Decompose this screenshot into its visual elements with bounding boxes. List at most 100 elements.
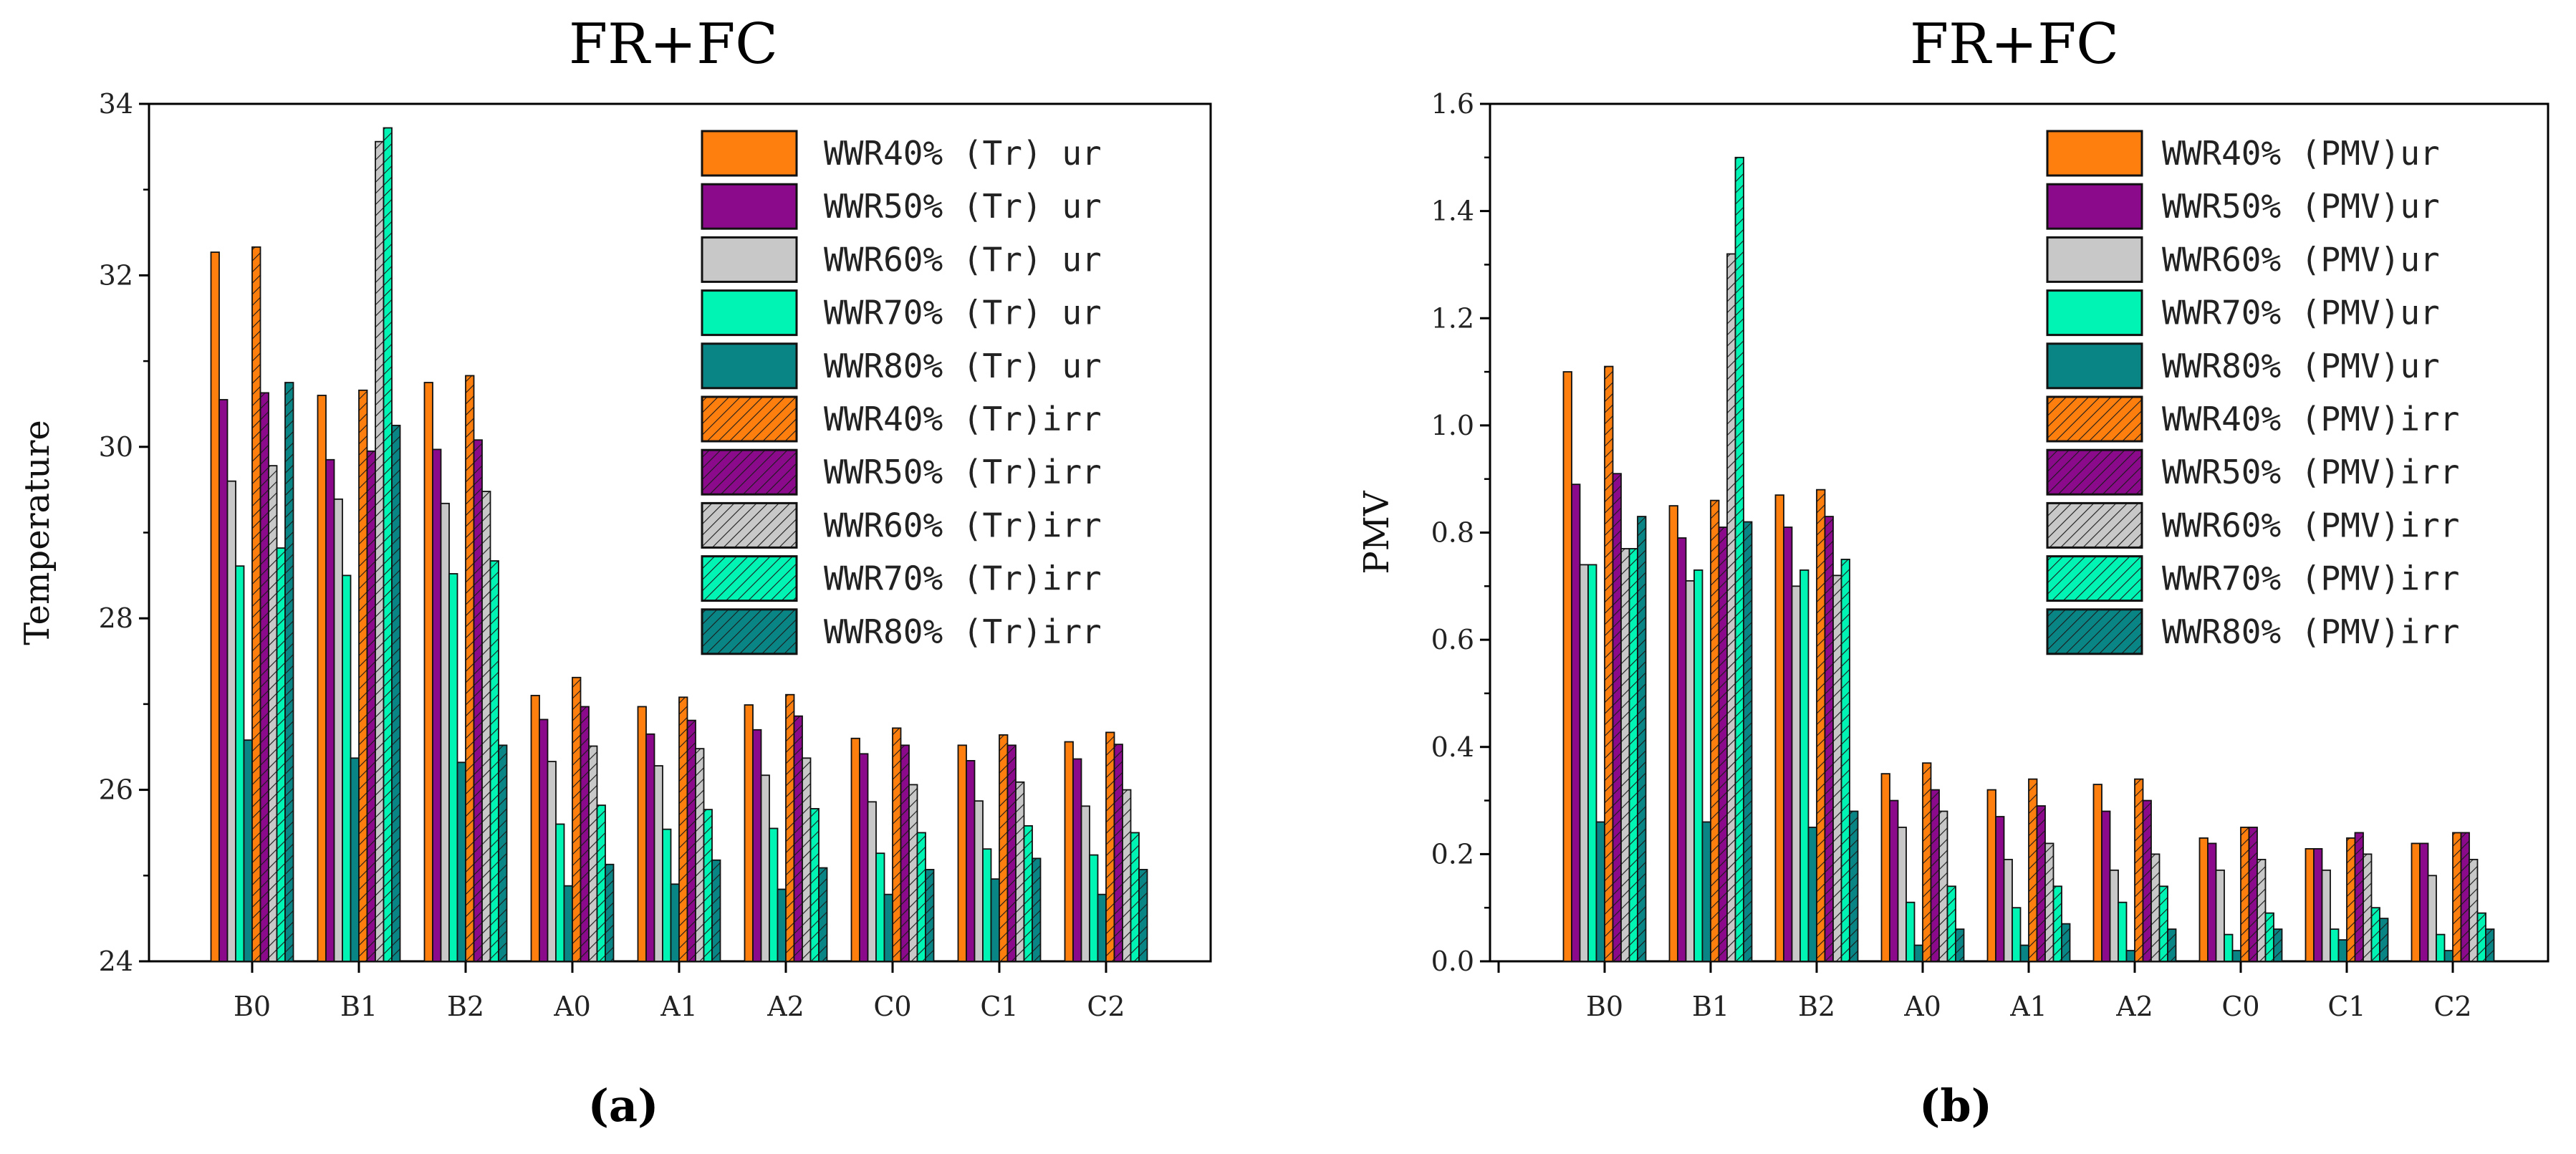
bar-A1-series-4 [670, 883, 680, 962]
bar-C1-series-4 [2337, 939, 2347, 962]
bar-A0-series-3 [555, 823, 565, 962]
y-tick-label: 28 [99, 602, 133, 634]
legend-label: WWR50% (Tr) ur [824, 187, 1102, 226]
legend-label: WWR80% (PMV)ur [2162, 347, 2440, 385]
bar-A1-series-9 [711, 859, 721, 962]
bar-A1-series-0 [1986, 789, 1996, 962]
bar-C0-series-1 [2207, 842, 2217, 962]
bar-A1-series-9 [2061, 923, 2071, 962]
bar-C2-series-4 [1097, 893, 1107, 962]
legend-label: WWR60% (Tr) ur [824, 240, 1102, 279]
bar-B1-series-9 [391, 424, 401, 962]
bar-A0-series-1 [539, 718, 549, 962]
x-tick-label: B1 [340, 991, 378, 1022]
bar-C2-series-6 [2460, 832, 2470, 962]
bar-C2-series-7 [2469, 858, 2479, 962]
bar-C1-series-2 [974, 800, 984, 962]
x-tick-label: A1 [660, 991, 698, 1022]
x-tick-label: C2 [2433, 991, 2471, 1022]
legend-swatch [2046, 236, 2143, 283]
legend-label: WWR40% (PMV)ur [2162, 134, 2440, 173]
bar-C0-series-9 [2273, 928, 2283, 962]
legend-swatch [701, 236, 798, 283]
y-tick-label: 24 [99, 946, 133, 977]
legend-label: WWR50% (Tr)irr [824, 453, 1102, 491]
bar-C1-series-6 [1006, 744, 1017, 962]
chart-title: FR+FC [569, 12, 778, 77]
x-tick-label: B1 [1692, 991, 1729, 1022]
x-tick-label: C1 [2327, 991, 2365, 1022]
legend-label: WWR50% (PMV)irr [2162, 453, 2459, 491]
bar-C2-series-9 [2485, 928, 2495, 962]
bar-A2-series-1 [752, 729, 762, 962]
legend-swatch [2046, 342, 2143, 390]
bar-A0-series-4 [563, 885, 573, 962]
y-tick-label: 1.6 [1431, 88, 1474, 120]
bar-B2-series-3 [1799, 569, 1810, 962]
bar-A0-series-7 [1938, 810, 1948, 962]
legend-swatch [2046, 183, 2143, 230]
bar-C0-series-2 [2215, 869, 2225, 962]
bar-C0-series-5 [892, 727, 902, 962]
bar-A1-series-8 [703, 809, 713, 962]
bar-C2-series-2 [1080, 805, 1090, 962]
bar-C0-series-6 [900, 744, 910, 962]
x-tick-label: A0 [1903, 991, 1941, 1022]
bar-A1-series-4 [2019, 944, 2029, 962]
bar-B0-series-9 [1637, 516, 1647, 962]
bar-B1-series-7 [375, 140, 385, 962]
y-tick-label: 0.4 [1431, 731, 1474, 763]
bar-C2-series-8 [2476, 912, 2486, 962]
legend-swatch [701, 130, 798, 177]
bar-A2-series-4 [777, 888, 787, 962]
bar-A0-series-7 [588, 745, 598, 962]
legend-swatch [2046, 395, 2143, 443]
bar-A0-series-3 [1905, 901, 1916, 962]
bar-C2-series-1 [1072, 758, 1082, 962]
bar-A0-series-0 [530, 695, 540, 962]
bar-B2-series-7 [481, 491, 491, 962]
bar-B2-series-7 [1832, 574, 1842, 962]
legend-label: WWR60% (Tr)irr [824, 506, 1102, 544]
bar-B0-series-4 [243, 739, 253, 962]
legend-label: WWR80% (PMV)irr [2162, 612, 2459, 651]
y-tick-label: 32 [99, 259, 133, 291]
legend-label: WWR80% (Tr)irr [824, 612, 1102, 651]
legend-swatch [2046, 608, 2143, 655]
bar-B0-series-8 [276, 547, 286, 962]
bar-B2-series-9 [1849, 810, 1859, 962]
chart-title: FR+FC [1910, 12, 2119, 77]
bar-A1-series-8 [2052, 885, 2062, 962]
legend-label: WWR40% (PMV)irr [2162, 400, 2459, 438]
bar-B1-series-1 [325, 458, 335, 962]
bar-B1-series-6 [366, 450, 376, 962]
bar-A2-series-2 [2109, 869, 2119, 962]
bar-B1-series-2 [1685, 580, 1695, 962]
legend-label: WWR70% (Tr)irr [824, 559, 1102, 598]
subfigure-label: (a) [588, 1080, 659, 1132]
bar-B1-series-2 [333, 498, 343, 962]
bar-B0-series-3 [235, 565, 245, 962]
legend-swatch [701, 289, 798, 337]
bar-B0-series-8 [1628, 548, 1638, 962]
bar-C1-series-0 [957, 744, 967, 962]
bar-C2-series-9 [1138, 869, 1148, 962]
bar-C1-series-0 [2305, 847, 2315, 962]
bar-C0-series-1 [859, 753, 869, 962]
bar-C1-series-3 [982, 848, 992, 962]
bar-B1-series-4 [350, 757, 360, 962]
bar-C0-series-7 [908, 784, 918, 962]
bar-B0-series-2 [1579, 564, 1589, 962]
bar-C0-series-5 [2240, 827, 2250, 962]
legend-swatch [701, 608, 798, 655]
bar-B0-series-2 [226, 480, 236, 962]
bar-C1-series-2 [2321, 869, 2331, 962]
bar-A1-series-1 [1995, 816, 2005, 962]
bar-C0-series-8 [916, 832, 926, 962]
legend-swatch [2046, 555, 2143, 602]
bar-B1-series-3 [1693, 569, 1703, 962]
bar-B0-series-5 [1604, 365, 1614, 962]
bar-A0-series-5 [1922, 762, 1932, 962]
x-tick-label: C2 [1087, 991, 1125, 1022]
